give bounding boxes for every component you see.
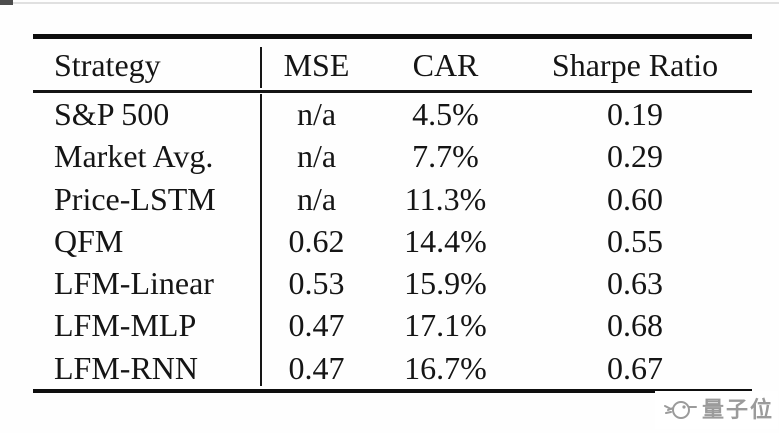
cell-car: 4.5%: [412, 96, 479, 133]
cell-car: 14.4%: [404, 222, 487, 259]
qbitai-logo-icon: [663, 396, 697, 424]
table-header-rule: [33, 90, 752, 93]
table-row: Market Avg. n/a 7.7% 0.29: [33, 135, 752, 177]
watermark-qbitai: 量子位: [654, 391, 778, 429]
cell-mse: 0.47: [288, 349, 345, 386]
cell-car: 17.1%: [404, 307, 487, 344]
column-header-car: CAR: [412, 46, 479, 83]
cell-sharpe: 0.68: [607, 307, 663, 344]
top-edge-divider: [0, 2, 779, 4]
cell-mse: 0.62: [288, 222, 345, 259]
cell-strategy: Market Avg.: [54, 138, 214, 175]
cell-sharpe: 0.55: [607, 222, 663, 259]
cell-strategy: QFM: [54, 222, 124, 259]
table-bottom-rule: [33, 389, 752, 393]
table-top-rule: [33, 34, 752, 39]
cell-car: 16.7%: [404, 349, 487, 386]
results-table: Strategy MSE CAR Sharpe Ratio S&P 500 n/…: [33, 34, 752, 393]
cell-mse: n/a: [296, 138, 337, 175]
cell-car: 7.7%: [412, 138, 479, 175]
cell-sharpe: 0.63: [607, 265, 663, 302]
cell-strategy: LFM-MLP: [54, 307, 197, 344]
cell-sharpe: 0.29: [607, 138, 663, 175]
cell-mse: 0.47: [288, 307, 345, 344]
cell-mse: n/a: [296, 96, 337, 133]
cell-sharpe: 0.19: [607, 96, 663, 133]
column-header-mse: MSE: [283, 46, 350, 83]
body-column-divider: [260, 94, 262, 386]
column-header-sharpe-ratio: Sharpe Ratio: [551, 46, 719, 83]
table-row: LFM-Linear 0.53 15.9% 0.63: [33, 262, 752, 304]
table-row: QFM 0.62 14.4% 0.55: [33, 220, 752, 262]
table-header-row: Strategy MSE CAR Sharpe Ratio: [33, 39, 752, 90]
cell-car: 11.3%: [404, 180, 487, 217]
table-row: S&P 500 n/a 4.5% 0.19: [33, 93, 752, 135]
cell-strategy: LFM-Linear: [54, 265, 214, 302]
cell-mse: 0.53: [288, 265, 345, 302]
header-column-divider: [260, 47, 262, 88]
top-left-mark: [0, 0, 13, 5]
table-row: LFM-MLP 0.47 17.1% 0.68: [33, 304, 752, 346]
cell-mse: n/a: [296, 180, 337, 217]
cell-car: 15.9%: [404, 265, 487, 302]
column-header-strategy: Strategy: [54, 46, 161, 83]
table-body: S&P 500 n/a 4.5% 0.19 Market Avg. n/a 7.…: [33, 93, 752, 389]
cell-sharpe: 0.60: [607, 180, 663, 217]
cell-strategy: Price-LSTM: [54, 180, 216, 217]
watermark-text: 量子位: [701, 397, 774, 422]
table-row: LFM-RNN 0.47 16.7% 0.67: [33, 347, 752, 389]
cell-strategy: S&P 500: [54, 96, 170, 133]
table-row: Price-LSTM n/a 11.3% 0.60: [33, 178, 752, 220]
cell-sharpe: 0.67: [607, 349, 663, 386]
cell-strategy: LFM-RNN: [54, 349, 199, 386]
